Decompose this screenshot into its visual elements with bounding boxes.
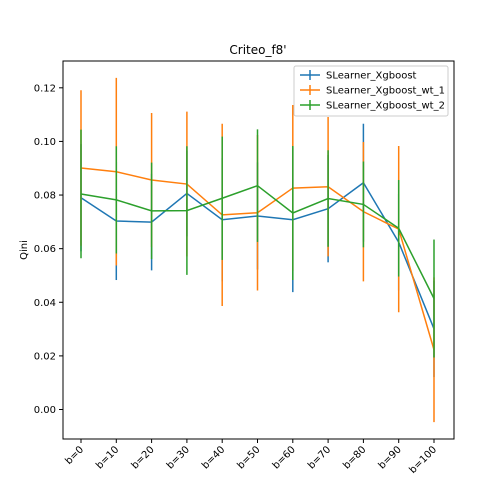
x-tick-label: b=80 — [341, 444, 368, 471]
x-tick-label: b=60 — [271, 444, 298, 471]
y-tick-label: 0.10 — [34, 137, 56, 148]
x-tick-label: b=40 — [200, 444, 227, 471]
x-tick-label: b=70 — [306, 444, 333, 471]
x-tick-label: b=100 — [407, 444, 439, 476]
legend-box — [293, 65, 449, 117]
y-tick-label: 0.00 — [34, 405, 56, 416]
x-tick-label: b=0 — [63, 444, 86, 467]
x-tick-label: b=20 — [130, 444, 157, 471]
y-tick-label: 0.06 — [34, 244, 56, 255]
y-axis-label: Qini — [19, 240, 30, 260]
x-tick-label: b=10 — [94, 444, 121, 471]
x-tick-label: b=50 — [235, 444, 262, 471]
x-axis: b=0 b=10 b=20 b=30 b=40 b=50 b=60 b=70 b=80 b=90 b… — [63, 439, 439, 476]
legend-label: SLearner_Xgboost — [326, 71, 417, 82]
plot-frame — [62, 60, 455, 440]
legend: SLearner_Xgboost SLearner_Xgboost_wt_1 SLe… — [293, 65, 449, 117]
series-3 — [80, 129, 435, 358]
y-axis: 0.00 0.02 0.04 0.06 0.08 0.10 0.12 — [34, 83, 63, 416]
y-tick-label: 0.08 — [34, 191, 56, 202]
legend-label: SLearner_Xgboost_wt_1 — [326, 86, 445, 97]
chart-title: Criteo_f8' — [229, 43, 286, 57]
x-tick-label: b=30 — [165, 444, 192, 471]
plot-marks — [80, 77, 435, 423]
x-tick-label: b=90 — [377, 444, 404, 471]
y-tick-label: 0.02 — [34, 351, 56, 362]
legend-item: SLearner_Xgboost_wt_1 — [300, 85, 445, 97]
series-line — [80, 184, 435, 299]
y-tick-label: 0.04 — [34, 298, 56, 309]
legend-item: SLearner_Xgboost_wt_2 — [300, 100, 445, 112]
legend-label: SLearner_Xgboost_wt_2 — [326, 101, 445, 112]
y-tick-label: 0.12 — [34, 83, 56, 94]
legend-item: SLearner_Xgboost — [300, 70, 417, 82]
